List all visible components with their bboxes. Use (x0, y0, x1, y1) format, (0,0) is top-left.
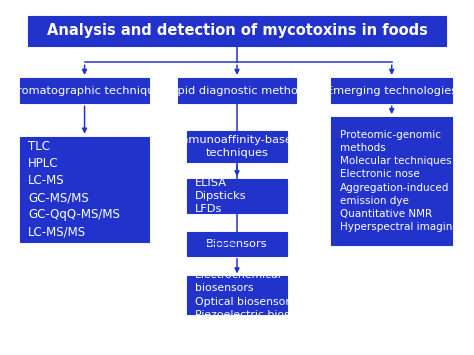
Text: Analysis and detection of mycotoxins in foods: Analysis and detection of mycotoxins in … (46, 23, 428, 38)
FancyBboxPatch shape (20, 137, 149, 242)
FancyBboxPatch shape (178, 78, 296, 103)
FancyBboxPatch shape (187, 179, 287, 213)
FancyBboxPatch shape (331, 117, 452, 245)
FancyBboxPatch shape (27, 16, 447, 46)
FancyBboxPatch shape (187, 232, 287, 256)
Text: Biosensors: Biosensors (206, 239, 268, 249)
Text: Rapid diagnostic methods: Rapid diagnostic methods (163, 86, 311, 95)
Text: Proteomic-genomic
methods
Molecular techniques
Electronic nose
Aggregation-induc: Proteomic-genomic methods Molecular tech… (339, 130, 459, 232)
FancyBboxPatch shape (331, 78, 452, 103)
Text: Chromatographic techniques: Chromatographic techniques (2, 86, 167, 95)
Text: Electrochemical
biosensors
Optical biosensors
Piezoelectric biosensors: Electrochemical biosensors Optical biose… (195, 270, 326, 320)
Text: Immunoaffinity-based
techniques: Immunoaffinity-based techniques (174, 135, 300, 158)
FancyBboxPatch shape (187, 131, 287, 162)
Text: ELISA
Dipsticks
LFDs: ELISA Dipsticks LFDs (195, 178, 247, 214)
FancyBboxPatch shape (20, 78, 149, 103)
FancyBboxPatch shape (187, 276, 287, 314)
Text: Emerging technologies: Emerging technologies (326, 86, 457, 95)
Text: TLC
HPLC
LC-MS
GC-MS/MS
GC-QqQ-MS/MS
LC-MS/MS: TLC HPLC LC-MS GC-MS/MS GC-QqQ-MS/MS LC-… (28, 141, 120, 239)
